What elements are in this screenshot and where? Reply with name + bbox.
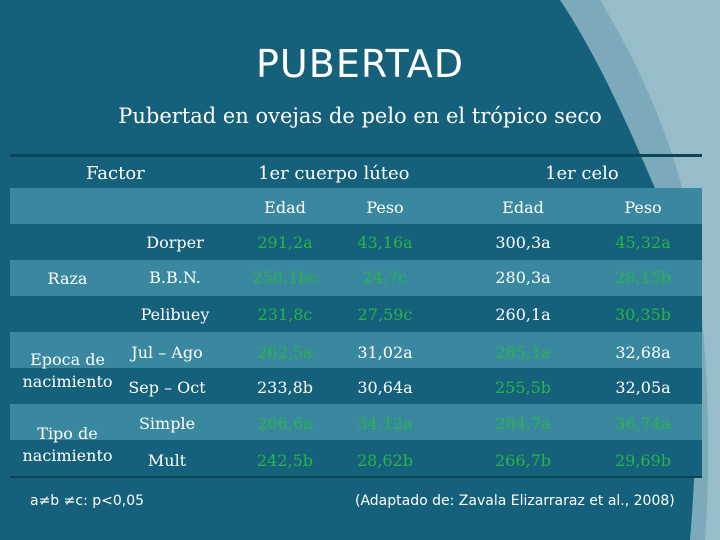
table-cell: 266,7b	[494, 451, 552, 470]
footnote-significance: a≠b ≠c: p<0,05	[30, 493, 145, 509]
subheader-edad-2: Edad	[502, 198, 544, 217]
table-cell: 231,8c	[257, 305, 313, 324]
table-cell: 284,7a	[495, 414, 551, 433]
table-cell: 36,74a	[615, 414, 671, 433]
row-band-3	[10, 296, 702, 332]
table-cell: 30,64a	[357, 378, 413, 397]
row-band-7	[10, 440, 702, 476]
row-band-4	[10, 332, 702, 368]
table-cell: 285,1a	[495, 343, 551, 362]
table-top-rule	[10, 154, 702, 157]
row-sublabel: B.B.N.	[149, 268, 201, 287]
header-celo: 1er celo	[545, 163, 619, 184]
table-cell: 255,5b	[494, 378, 552, 397]
table-cell: 260,1a	[495, 305, 551, 324]
group-epoca: Epoca de nacimiento	[22, 350, 113, 391]
table-cell: 262,5a	[257, 343, 313, 362]
table-cell: 29,69b	[614, 451, 672, 470]
footnote-source: (Adaptado de: Zavala Elizarraraz et al.,…	[355, 493, 675, 509]
table-cell: 280,3a	[495, 268, 551, 287]
row-band-2	[10, 260, 702, 296]
subheader-band	[10, 188, 702, 224]
row-band-1	[10, 224, 702, 260]
table-bottom-rule	[10, 476, 702, 478]
page-title: PUBERTAD	[256, 42, 464, 86]
header-factor: Factor	[86, 163, 145, 184]
page-subtitle: Pubertad en ovejas de pelo en el trópico…	[118, 104, 602, 128]
table-cell: 300,3a	[495, 233, 551, 252]
row-sublabel: Jul – Ago	[131, 343, 203, 362]
table-cell: 32,68a	[615, 343, 671, 362]
table-cell: 34,12a	[357, 414, 413, 433]
table-cell: 24,7c	[362, 268, 408, 287]
group-raza: Raza	[47, 269, 88, 288]
table-cell: 233,8b	[256, 378, 314, 397]
table-cell: 291,2a	[257, 233, 313, 252]
row-sublabel: Simple	[138, 414, 196, 433]
row-sublabel: Pelibuey	[140, 305, 210, 324]
table-cell: 242,5b	[256, 451, 314, 470]
table-cell: 43,16a	[357, 233, 413, 252]
table-cell: 250,1bc	[252, 268, 318, 287]
row-sublabel: Sep – Oct	[128, 378, 206, 397]
row-sublabel: Mult	[147, 451, 187, 470]
table-cell: 27,59c	[357, 305, 413, 324]
subheader-peso-1: Peso	[366, 198, 404, 217]
subheader-peso-2: Peso	[624, 198, 662, 217]
table-cell: 28,15b	[614, 268, 672, 287]
row-sublabel: Dorper	[146, 233, 204, 252]
table-cell: 31,02a	[357, 343, 413, 362]
table-cell: 32,05a	[615, 378, 671, 397]
table-cell: 30,35b	[614, 305, 672, 324]
group-tipo: Tipo de nacimiento	[22, 424, 113, 465]
header-cuerpo-luteo: 1er cuerpo lúteo	[258, 163, 410, 184]
table-cell: 28,62b	[356, 451, 414, 470]
subheader-edad-1: Edad	[264, 198, 306, 217]
table-cell: 45,32a	[615, 233, 671, 252]
table-cell: 266,6a	[257, 414, 313, 433]
row-band-6	[10, 404, 702, 440]
row-band-5	[10, 368, 702, 404]
